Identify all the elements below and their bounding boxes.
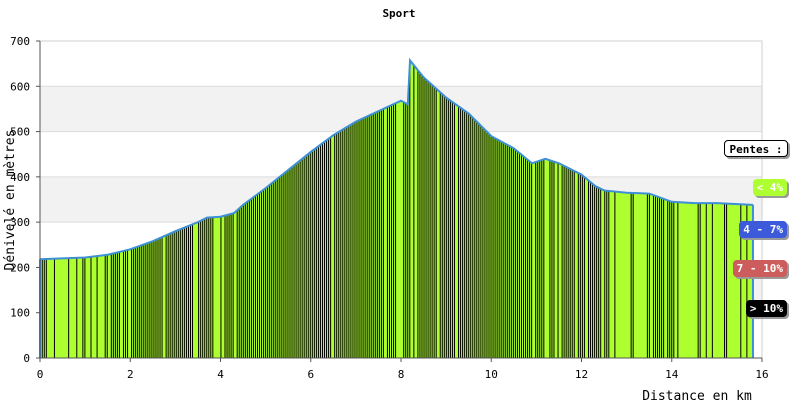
legend-item: > 10% (745, 300, 787, 317)
x-tick-label: 14 (665, 368, 679, 381)
y-tick-label: 700 (10, 35, 30, 48)
x-tick-label: 16 (755, 368, 768, 381)
y-tick-label: 200 (10, 261, 30, 274)
y-axis-label: Dénivelé en mètres (3, 130, 18, 271)
x-tick-label: 2 (127, 368, 134, 381)
y-tick-label: 500 (10, 126, 30, 139)
elevation-line (39, 57, 754, 261)
y-tick-label: 100 (10, 307, 30, 320)
x-tick-label: 6 (307, 368, 314, 381)
y-tick-label: 0 (23, 352, 30, 365)
legend-item: < 4% (752, 179, 787, 196)
x-tick-label: 12 (575, 368, 588, 381)
y-tick-label: 400 (10, 171, 30, 184)
chart-title: Sport (382, 7, 415, 20)
legend-item: 7 - 10% (732, 260, 787, 277)
x-tick-label: 8 (398, 368, 405, 381)
x-axis-label: Distance en km (642, 389, 752, 400)
x-tick-label: 0 (37, 368, 44, 381)
y-tick-label: 300 (10, 216, 30, 229)
legend-item: 4 - 7% (739, 221, 787, 238)
y-tick-label: 600 (10, 80, 30, 93)
x-tick-label: 4 (217, 368, 224, 381)
legend-title: Pentes : (724, 140, 788, 157)
x-tick-label: 10 (485, 368, 498, 381)
